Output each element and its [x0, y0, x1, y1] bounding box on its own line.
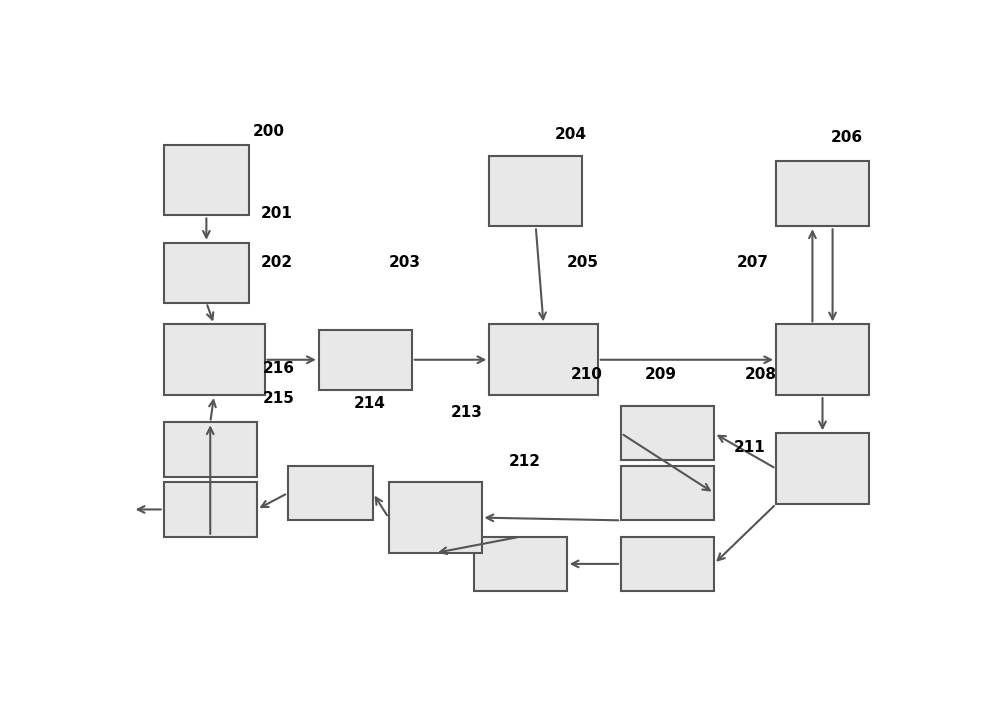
Text: 204: 204 [555, 127, 587, 142]
Text: 209: 209 [644, 366, 676, 382]
FancyBboxPatch shape [164, 243, 249, 303]
FancyBboxPatch shape [164, 482, 257, 537]
FancyBboxPatch shape [489, 156, 582, 226]
FancyBboxPatch shape [288, 466, 373, 520]
Text: 210: 210 [571, 366, 602, 382]
FancyBboxPatch shape [319, 329, 412, 390]
FancyBboxPatch shape [489, 325, 598, 395]
Text: 201: 201 [261, 206, 292, 221]
Text: 205: 205 [567, 255, 599, 270]
FancyBboxPatch shape [776, 433, 869, 504]
Text: 200: 200 [253, 124, 285, 139]
Text: 213: 213 [450, 404, 482, 420]
Text: 216: 216 [263, 361, 295, 376]
FancyBboxPatch shape [621, 537, 714, 591]
FancyBboxPatch shape [621, 406, 714, 460]
Text: 214: 214 [354, 397, 386, 411]
Text: 215: 215 [263, 391, 295, 406]
FancyBboxPatch shape [474, 537, 567, 591]
Text: 206: 206 [830, 129, 862, 145]
FancyBboxPatch shape [621, 466, 714, 520]
FancyBboxPatch shape [164, 422, 257, 477]
FancyBboxPatch shape [776, 325, 869, 395]
Text: 212: 212 [509, 454, 541, 469]
Text: 208: 208 [745, 366, 777, 382]
Text: 207: 207 [737, 255, 769, 270]
Text: 202: 202 [261, 255, 293, 270]
Text: 211: 211 [733, 440, 765, 455]
FancyBboxPatch shape [164, 145, 249, 216]
FancyBboxPatch shape [388, 482, 482, 553]
Text: 203: 203 [388, 255, 420, 270]
FancyBboxPatch shape [164, 325, 264, 395]
FancyBboxPatch shape [776, 161, 869, 226]
